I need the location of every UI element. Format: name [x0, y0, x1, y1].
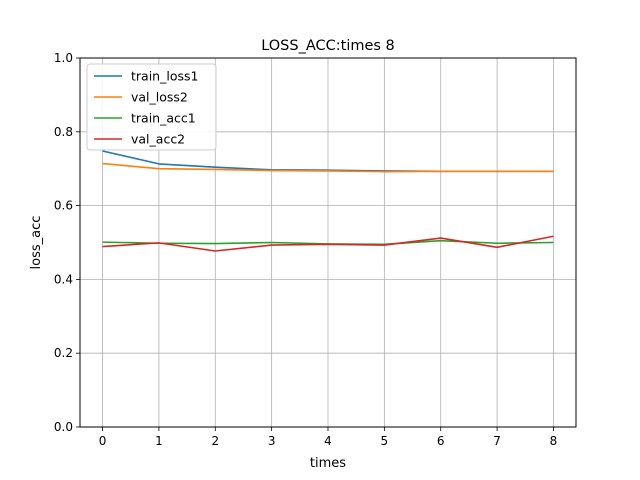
y-tick-label: 1.0	[54, 51, 73, 65]
x-tick-label: 2	[211, 434, 219, 448]
x-tick-label: 8	[550, 434, 558, 448]
legend-label: val_loss2	[131, 90, 188, 105]
y-tick-label: 0.6	[54, 199, 73, 213]
x-tick-label: 3	[268, 434, 276, 448]
y-axis-ticks: 0.0 0.2 0.4 0.6 0.8 1.0	[54, 51, 80, 434]
x-tick-label: 7	[493, 434, 501, 448]
series-line-val-loss2	[102, 162, 554, 173]
y-tick-label: 0.4	[54, 272, 73, 286]
series-lines	[102, 150, 554, 252]
y-tick-label: 0.2	[54, 346, 73, 360]
x-tick-label: 0	[99, 434, 107, 448]
x-tick-label: 1	[155, 434, 163, 448]
x-axis-label: times	[310, 456, 346, 471]
series-line-val-acc2	[102, 235, 554, 252]
legend-label: train_acc1	[131, 111, 196, 126]
legend-box	[86, 63, 217, 151]
y-tick-label: 0.0	[54, 420, 73, 434]
x-axis-ticks: 0 1 2 3 4 5 6 7 8	[99, 427, 558, 448]
y-axis-label: loss_acc	[29, 216, 44, 270]
x-tick-label: 4	[324, 434, 332, 448]
chart-title: LOSS_ACC:times 8	[261, 38, 395, 54]
legend-label: train_loss1	[131, 69, 198, 84]
x-tick-label: 5	[381, 434, 389, 448]
x-tick-label: 6	[437, 434, 445, 448]
y-tick-label: 0.8	[54, 125, 73, 139]
legend: train_loss1 val_loss2 train_acc1 val_acc2	[86, 63, 217, 151]
legend-label: val_acc2	[131, 132, 185, 147]
